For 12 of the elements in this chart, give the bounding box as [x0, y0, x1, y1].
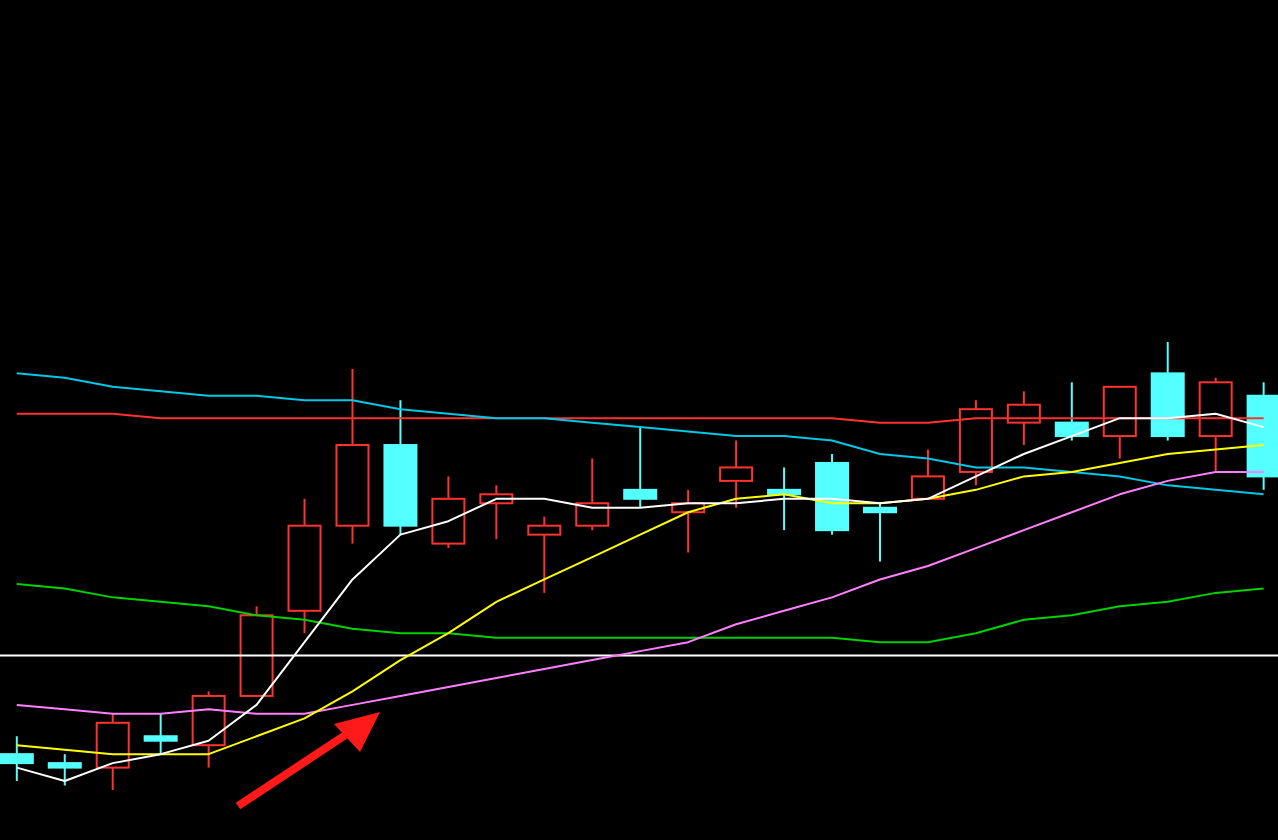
- candlestick: [623, 426, 658, 509]
- candlestick: [431, 475, 466, 550]
- candlestick: [143, 712, 178, 756]
- candlestick: [1054, 381, 1089, 442]
- candlestick: [863, 502, 897, 563]
- candlestick: [910, 448, 945, 500]
- candlestick: [527, 515, 562, 594]
- candlestick: [47, 753, 82, 787]
- candlestick: [95, 712, 130, 790]
- candlestick: [0, 735, 34, 783]
- candlestick: [719, 439, 754, 509]
- candlestick: [575, 457, 610, 532]
